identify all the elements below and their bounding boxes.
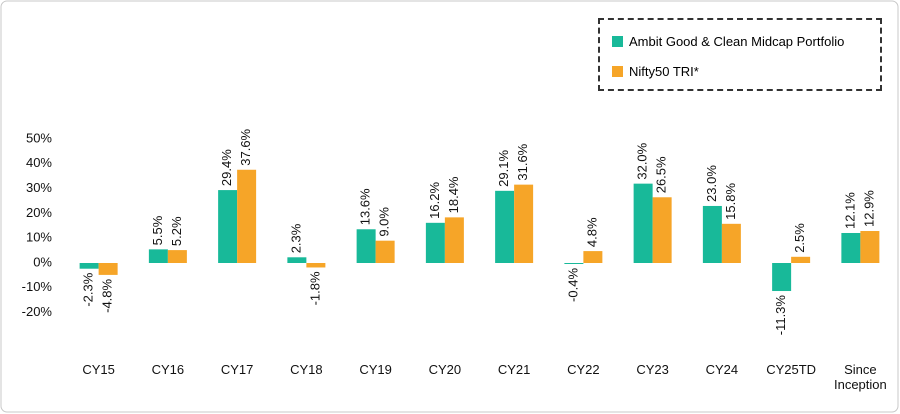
x-tick-label: CY23	[636, 362, 669, 377]
x-tick-label: CY25TD	[766, 362, 817, 377]
value-label: 4.8%	[584, 217, 599, 247]
value-label: 32.0%	[635, 142, 650, 179]
legend: Ambit Good & Clean Midcap Portfolio Nifty…	[598, 18, 882, 91]
bar	[375, 240, 395, 263]
bar	[425, 222, 445, 263]
bar	[791, 256, 811, 263]
y-tick-label: 30%	[26, 180, 52, 195]
value-label: -11.3%	[773, 295, 788, 336]
x-tick-label: CY20	[428, 362, 462, 377]
y-tick-label: 50%	[26, 130, 52, 145]
y-tick-label: 10%	[26, 230, 52, 245]
legend-label: Ambit Good & Clean Midcap Portfolio	[629, 34, 845, 49]
x-tick-label: CY18	[290, 362, 323, 377]
x-tick-label: CY17	[220, 362, 254, 377]
x-tick-label: CY15	[82, 362, 115, 377]
bar	[444, 217, 464, 263]
value-label: 12.1%	[842, 192, 857, 229]
value-label: 29.1%	[496, 150, 511, 187]
x-tick-label: Since Inception	[833, 362, 887, 392]
value-label: 18.4%	[446, 176, 461, 213]
y-tick-label: 40%	[26, 155, 52, 170]
bar	[287, 257, 307, 263]
bar	[356, 229, 376, 263]
y-tick-label: -20%	[22, 304, 53, 319]
value-label: 37.6%	[238, 128, 253, 165]
value-label: 15.8%	[723, 183, 738, 220]
bar	[306, 263, 326, 268]
x-tick-label: CY24	[705, 362, 739, 377]
bar	[495, 190, 515, 263]
value-label: 12.9%	[861, 190, 876, 227]
bar	[237, 169, 257, 263]
value-label: -4.8%	[100, 278, 115, 312]
bar	[721, 223, 741, 263]
x-tick-label: CY21	[497, 362, 531, 377]
x-tick-label: CY19	[359, 362, 392, 377]
bar	[98, 263, 118, 275]
bar	[167, 250, 187, 263]
legend-label: Nifty50 TRI*	[629, 64, 699, 79]
bar	[218, 190, 238, 263]
bar	[514, 184, 534, 263]
y-tick-label: 20%	[26, 205, 52, 220]
bar	[583, 251, 603, 263]
bar	[702, 205, 722, 263]
value-label: 13.6%	[358, 188, 373, 225]
bar	[148, 249, 168, 263]
value-label: -1.8%	[307, 271, 322, 305]
bar	[564, 263, 584, 264]
bar	[772, 263, 792, 292]
legend-item: Ambit Good & Clean Midcap Portfolio	[612, 34, 844, 49]
value-label: 23.0%	[704, 165, 719, 202]
value-label: 16.2%	[427, 182, 442, 219]
value-label: -0.4%	[565, 268, 580, 302]
y-tick-label: -10%	[22, 279, 53, 294]
bar	[79, 263, 99, 269]
value-label: -2.3%	[81, 272, 96, 306]
value-label: 2.3%	[288, 223, 303, 253]
value-label: 29.4%	[219, 149, 234, 186]
bar	[633, 183, 653, 263]
value-label: 26.5%	[654, 156, 669, 193]
value-label: 5.5%	[150, 215, 165, 245]
x-tick-label: CY22	[567, 362, 600, 377]
legend-swatch	[612, 66, 623, 77]
value-label: 31.6%	[515, 143, 530, 180]
legend-item: Nifty50 TRI*	[612, 64, 699, 79]
legend-swatch	[612, 36, 623, 47]
bar	[841, 232, 861, 263]
bar	[860, 231, 880, 263]
x-tick-label: CY16	[151, 362, 185, 377]
y-tick-label: 0%	[33, 254, 52, 269]
value-label: 9.0%	[377, 207, 392, 237]
value-label: 2.5%	[792, 223, 807, 253]
bar	[652, 197, 672, 263]
value-label: 5.2%	[169, 216, 184, 246]
